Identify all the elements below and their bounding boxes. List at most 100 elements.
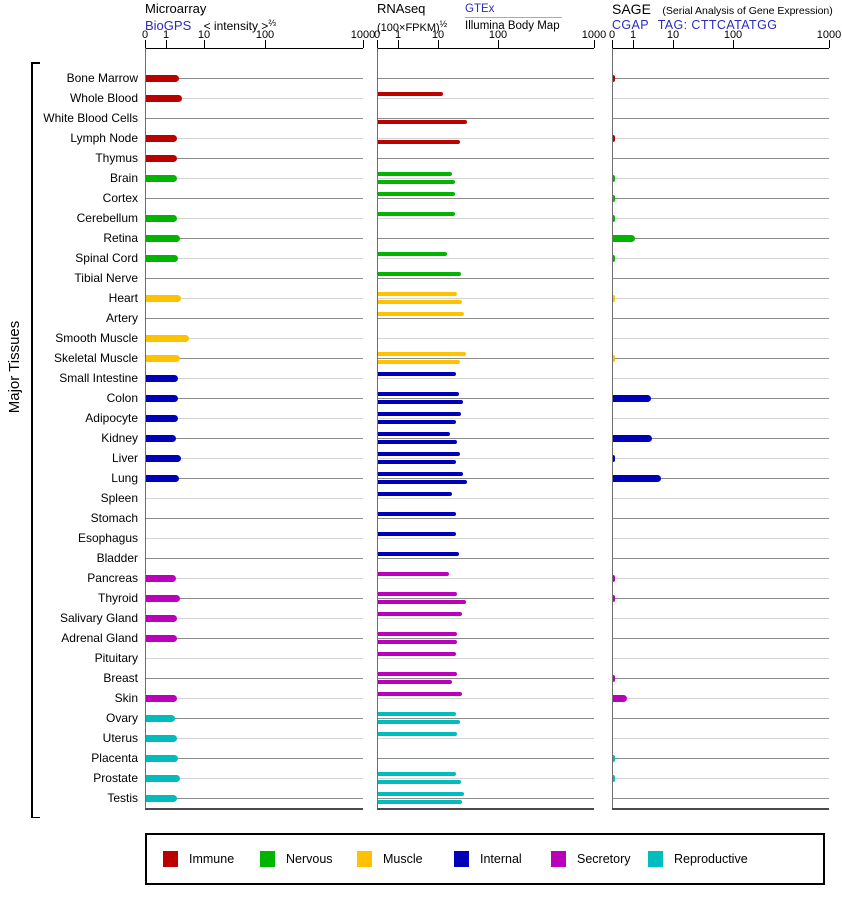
tissue-label: Testis xyxy=(107,791,138,805)
tissue-label: Stomach xyxy=(90,511,138,525)
biogps-link[interactable]: BioGPS xyxy=(145,18,192,33)
microarray-row-line xyxy=(146,658,363,659)
sage-row-line xyxy=(613,698,829,699)
microarray-axis-bottom xyxy=(145,808,363,810)
tissue-label: Artery xyxy=(105,311,138,325)
sage-row-line xyxy=(613,638,829,639)
microarray-axis-line xyxy=(145,48,363,49)
sage-row-line xyxy=(613,578,829,579)
rnaseq-row-line xyxy=(378,538,594,539)
tissue-label: Lung xyxy=(111,471,138,485)
rnaseq-row-line xyxy=(378,518,594,519)
sage-tick-label: 1000 xyxy=(816,29,842,41)
cgap-link[interactable]: CGAP xyxy=(612,18,649,32)
sage-row-line xyxy=(613,738,829,739)
bar-microarray xyxy=(146,154,177,162)
bar-rnaseq-gtex xyxy=(378,632,458,636)
rnaseq-tick-label: 0 xyxy=(373,29,381,41)
rnaseq-row-line xyxy=(378,618,594,619)
microarray-row-line xyxy=(146,638,363,639)
bar-microarray xyxy=(146,634,177,642)
rnaseq-row-line xyxy=(378,158,594,159)
microarray-row-line xyxy=(146,538,363,539)
bar-rnaseq-gtex xyxy=(378,712,457,716)
sage-row-line xyxy=(613,338,829,339)
tissue-label: Tibial Nerve xyxy=(74,271,138,285)
rnaseq-row-line xyxy=(378,338,594,339)
microarray-row-line xyxy=(146,738,363,739)
bar-rnaseq-gtex xyxy=(378,92,443,96)
bar-sage xyxy=(613,454,615,462)
microarray-tick-label: 1000 xyxy=(350,29,376,41)
tissue-label: Whole Blood xyxy=(69,91,138,105)
microarray-row-line xyxy=(146,238,363,239)
rnaseq-row-line xyxy=(378,238,594,239)
rnaseq-axis-vertical xyxy=(377,48,378,808)
microarray-row-line xyxy=(146,778,363,779)
bar-microarray xyxy=(146,214,177,222)
bar-rnaseq-gtex xyxy=(378,592,458,596)
bar-microarray xyxy=(146,134,177,142)
bar-rnaseq-gtex xyxy=(378,292,458,296)
sage-row-line xyxy=(613,478,829,479)
rnaseq-row-line xyxy=(378,138,594,139)
microarray-row-line xyxy=(146,78,363,79)
tissue-label: Kidney xyxy=(101,431,138,445)
bar-rnaseq-illumina xyxy=(378,679,452,684)
bar-microarray xyxy=(146,734,177,742)
microarray-row-line xyxy=(146,118,363,119)
bar-sage xyxy=(613,434,653,442)
bar-sage xyxy=(613,474,661,482)
sage-tick xyxy=(673,40,674,48)
bar-rnaseq-illumina xyxy=(378,459,457,464)
bar-rnaseq-gtex xyxy=(378,472,463,476)
bar-microarray xyxy=(146,354,180,362)
bar-rnaseq-illumina xyxy=(378,119,467,124)
legend-label: Nervous xyxy=(286,852,333,866)
rnaseq-tick xyxy=(377,40,378,48)
microarray-row-line xyxy=(146,698,363,699)
sage-row-line xyxy=(613,238,829,239)
tissue-label: Esophagus xyxy=(77,531,138,545)
sage-row-line xyxy=(613,678,829,679)
legend-item-secretory: Secretory xyxy=(551,851,648,867)
rnaseq-row-line xyxy=(378,78,594,79)
tissue-label: Smooth Muscle xyxy=(55,331,138,345)
bar-microarray xyxy=(146,454,182,462)
bar-sage xyxy=(613,774,615,782)
sage-tick-label: 0 xyxy=(608,29,616,41)
bar-rnaseq-gtex xyxy=(378,552,459,556)
bar-rnaseq-illumina xyxy=(378,719,460,724)
legend-label: Muscle xyxy=(383,852,423,866)
sage-tick xyxy=(829,40,830,48)
tissue-label: Salivary Gland xyxy=(59,611,138,625)
tissue-label: Brain xyxy=(109,171,138,185)
sage-row-line xyxy=(613,78,829,79)
gtex-link[interactable]: GTEx xyxy=(465,3,495,15)
bar-microarray xyxy=(146,434,176,442)
sage-row-line xyxy=(613,758,829,759)
sage-row-line xyxy=(613,398,829,399)
bar-rnaseq-gtex xyxy=(378,792,464,796)
bar-microarray xyxy=(146,474,179,482)
sage-row-line xyxy=(613,98,829,99)
legend-swatch-muscle xyxy=(357,851,372,867)
microarray-row-line xyxy=(146,558,363,559)
rnaseq-row-line xyxy=(378,718,594,719)
rnaseq-row-line xyxy=(378,398,594,399)
sage-tick xyxy=(633,40,634,48)
microarray-row-line xyxy=(146,138,363,139)
bar-rnaseq-gtex xyxy=(378,172,452,176)
rnaseq-row-line xyxy=(378,118,594,119)
bar-rnaseq-illumina xyxy=(378,439,458,444)
microarray-row-line xyxy=(146,398,363,399)
cgap-row: CGAP TAG: CTTCATATGG xyxy=(612,18,777,32)
microarray-row-line xyxy=(146,278,363,279)
bar-rnaseq-gtex xyxy=(378,412,461,416)
rnaseq-row-line xyxy=(378,778,594,779)
legend-label: Secretory xyxy=(577,852,631,866)
microarray-row-line xyxy=(146,258,363,259)
rnaseq-row-line xyxy=(378,738,594,739)
rnaseq-tick xyxy=(594,40,595,48)
